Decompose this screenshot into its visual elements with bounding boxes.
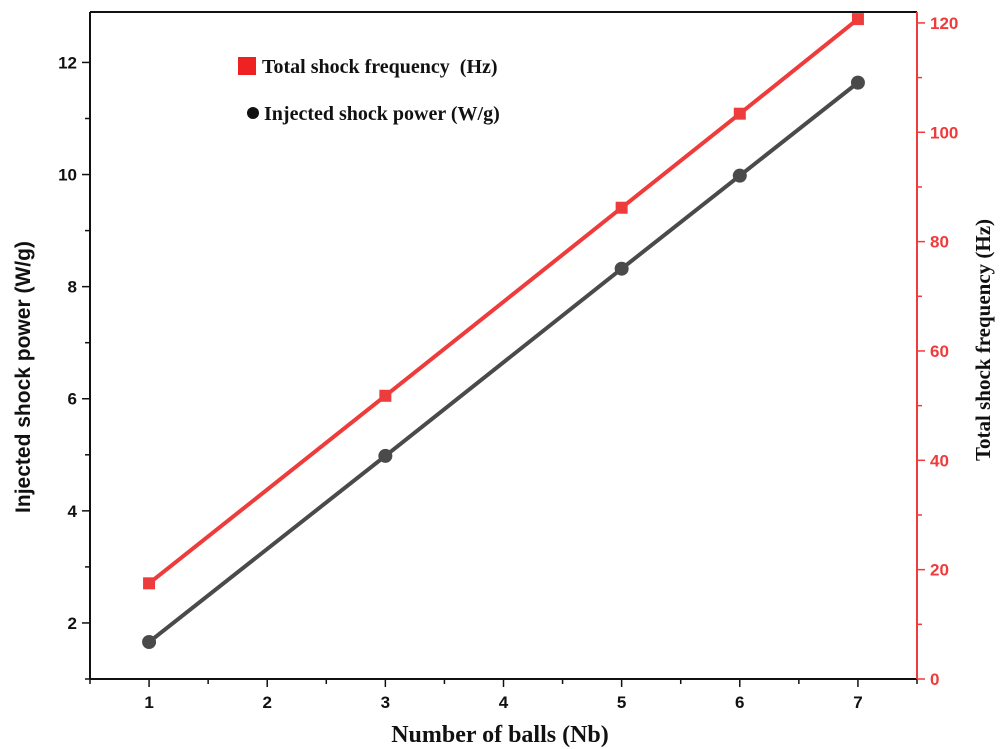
- x-tick-label: 2: [262, 693, 271, 712]
- data-point-frequency: [143, 577, 156, 590]
- right-y-tick-label: 100: [930, 123, 958, 142]
- left-y-axis-ticks: 2 4 6 8 10 12: [58, 53, 90, 680]
- left-y-tick-label: 12: [58, 53, 77, 72]
- x-tick-label: 1: [144, 693, 153, 712]
- right-y-tick-label: 0: [930, 670, 939, 689]
- x-tick-label: 6: [735, 693, 744, 712]
- data-point-frequency: [379, 389, 392, 402]
- right-y-tick-label: 80: [930, 233, 949, 252]
- series-line-power: [147, 81, 860, 644]
- right-y-tick-label: 60: [930, 342, 949, 361]
- right-y-tick-label: 40: [930, 451, 949, 470]
- axes: [89, 11, 918, 680]
- legend-label-frequency: Total shock frequency (Hz): [262, 56, 498, 78]
- data-point-frequency: [733, 107, 746, 120]
- data-point-power: [850, 75, 865, 90]
- right-y-axis-title: Total shock frequency (Hz): [971, 219, 995, 461]
- series-line-frequency: [147, 17, 860, 585]
- data-point-power: [142, 635, 157, 650]
- left-y-tick-label: 6: [68, 390, 77, 409]
- legend-square-marker: [238, 57, 256, 75]
- x-axis-ticks: 1 2 3 4 5 6 7: [89, 679, 918, 712]
- data-point-power: [378, 448, 393, 463]
- x-tick-label: 7: [853, 693, 862, 712]
- legend-label-power: Injected shock power (W/g): [264, 103, 500, 125]
- right-y-tick-label: 20: [930, 561, 949, 580]
- left-y-tick-label: 2: [68, 614, 77, 633]
- left-y-tick-label: 4: [68, 502, 78, 521]
- data-point-power: [614, 261, 629, 276]
- data-point-frequency: [615, 201, 628, 214]
- data-point-power: [732, 168, 747, 183]
- left-y-axis-title: Injected shock power (W/g): [12, 241, 35, 513]
- x-tick-label: 3: [381, 693, 390, 712]
- legend-circle-marker: [247, 107, 259, 119]
- left-y-tick-label: 8: [68, 278, 77, 297]
- legend: Total shock frequency (Hz) Injected shoc…: [238, 56, 500, 125]
- right-y-axis-ticks: 0 20 40 60 80 100 120: [917, 14, 958, 689]
- x-axis-title: Number of balls (Nb): [391, 722, 609, 748]
- left-y-tick-label: 10: [58, 166, 77, 185]
- series-layer: [142, 13, 865, 650]
- x-tick-label: 4: [499, 693, 509, 712]
- data-point-frequency: [851, 13, 864, 26]
- right-y-tick-label: 120: [930, 14, 958, 33]
- x-tick-label: 5: [617, 693, 626, 712]
